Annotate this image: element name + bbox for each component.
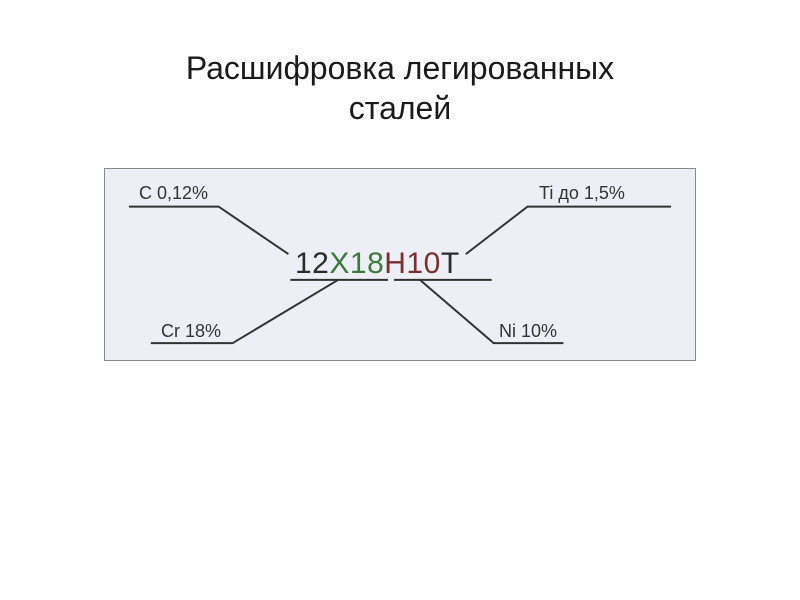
formula-part-t: T <box>441 247 460 280</box>
line-to-ti <box>466 207 671 255</box>
formula-part-12: 12 <box>295 247 329 280</box>
annot-c: C 0,12% <box>139 183 208 204</box>
annot-ni: Ni 10% <box>499 321 557 342</box>
formula-part-h10: H10 <box>384 247 441 280</box>
annot-ti: Ti до 1,5% <box>539 183 625 204</box>
title-line-1: Расшифровка легированных <box>186 50 614 86</box>
annot-cr: Cr 18% <box>161 321 221 342</box>
formula-part-x18: X18 <box>329 247 384 280</box>
page-title: Расшифровка легированных сталей <box>0 0 800 128</box>
title-line-2: сталей <box>349 90 451 126</box>
line-to-c <box>129 207 288 255</box>
steel-formula: 12X18H10T <box>295 247 460 281</box>
steel-decoding-diagram: C 0,12% Ti до 1,5% Cr 18% Ni 10% 12X18H1… <box>104 168 696 361</box>
